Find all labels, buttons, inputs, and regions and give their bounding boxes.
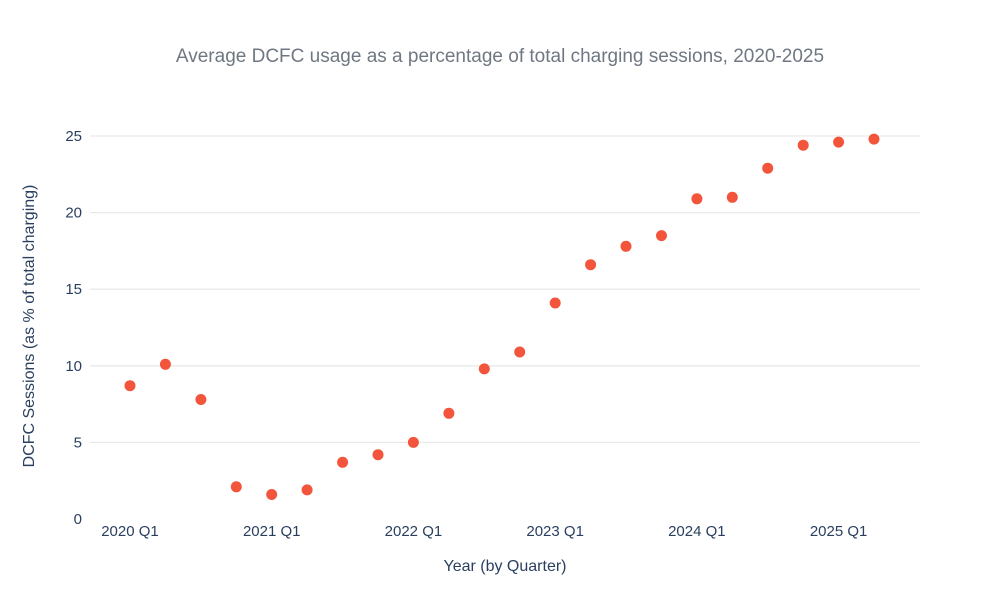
- data-point[interactable]: [230, 481, 242, 493]
- data-point[interactable]: [514, 346, 526, 358]
- data-point[interactable]: [266, 489, 278, 500]
- y-tick-label: 10: [65, 358, 82, 375]
- data-point[interactable]: [797, 139, 809, 151]
- x-axis-title: Year (by Quarter): [443, 558, 567, 575]
- data-point[interactable]: [195, 394, 207, 405]
- data-point[interactable]: [443, 407, 455, 419]
- x-tick-label: 2020 Q1: [101, 523, 159, 540]
- x-tick-label: 2024 Q1: [668, 523, 726, 540]
- data-point[interactable]: [868, 133, 880, 145]
- x-tick-label: 2025 Q1: [810, 523, 868, 540]
- x-tick-label: 2021 Q1: [243, 523, 301, 540]
- data-point[interactable]: [337, 456, 349, 468]
- y-axis-title: DCFC Sessions (as % of total charging): [21, 184, 38, 468]
- data-point[interactable]: [620, 240, 632, 252]
- y-tick-label: 0: [74, 511, 82, 528]
- y-tick-label: 20: [65, 205, 82, 222]
- data-point[interactable]: [656, 230, 667, 242]
- data-point[interactable]: [478, 363, 490, 375]
- data-point[interactable]: [762, 162, 774, 174]
- y-tick-label: 25: [65, 128, 82, 145]
- data-point[interactable]: [372, 449, 384, 461]
- data-point[interactable]: [585, 259, 597, 271]
- data-point[interactable]: [301, 484, 313, 496]
- y-tick-label: 5: [74, 434, 82, 451]
- x-tick-label: 2023 Q1: [526, 523, 584, 540]
- data-point[interactable]: [549, 297, 561, 309]
- data-point[interactable]: [726, 191, 738, 203]
- data-point[interactable]: [833, 136, 845, 148]
- chart-title: Average DCFC usage as a percentage of to…: [175, 46, 825, 67]
- data-point[interactable]: [159, 358, 171, 370]
- y-tick-label: 15: [65, 281, 82, 298]
- data-point[interactable]: [407, 436, 419, 448]
- x-tick-label: 2022 Q1: [385, 523, 443, 540]
- data-point[interactable]: [691, 193, 703, 205]
- data-point[interactable]: [124, 380, 136, 392]
